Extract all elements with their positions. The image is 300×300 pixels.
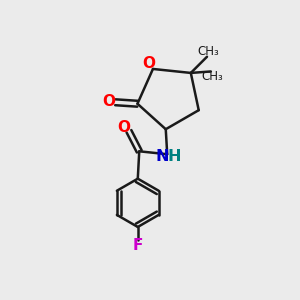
Text: N: N (155, 149, 169, 164)
Text: H: H (168, 149, 181, 164)
Text: CH₃: CH₃ (201, 70, 223, 83)
Text: F: F (133, 238, 143, 253)
Text: O: O (102, 94, 116, 109)
Text: O: O (117, 120, 130, 135)
Text: O: O (142, 56, 156, 71)
Text: CH₃: CH₃ (198, 45, 219, 58)
